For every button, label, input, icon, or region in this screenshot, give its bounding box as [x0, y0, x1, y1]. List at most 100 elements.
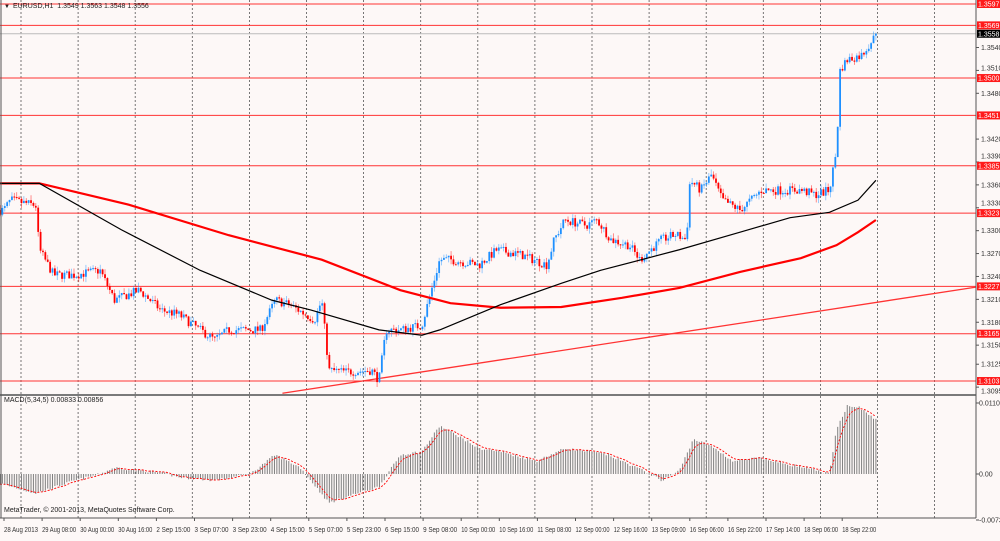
candle-body	[684, 237, 686, 240]
candle-body	[366, 371, 369, 373]
candle-body	[731, 201, 734, 205]
candle	[209, 332, 211, 343]
candle	[299, 309, 302, 313]
candle-body	[423, 316, 426, 327]
candle	[789, 183, 791, 200]
time-label: 16 Sep 06:00	[690, 527, 724, 534]
candle-body	[46, 259, 49, 262]
candle-body	[762, 193, 765, 195]
candle-body	[872, 35, 875, 44]
level-price-badge	[977, 329, 1000, 338]
candle-body	[125, 294, 128, 300]
candle-body	[326, 323, 328, 355]
time-axis[interactable]: 28 Aug 2013 29 Aug 08:00 30 Aug 00:00 30 Au…	[3, 518, 876, 534]
candle-body	[865, 51, 868, 55]
candle	[753, 193, 756, 198]
candle-body	[204, 329, 207, 338]
candle	[867, 44, 870, 53]
candle-body	[70, 273, 73, 279]
candle-body	[664, 234, 667, 241]
candle-body	[497, 247, 500, 251]
level-price-badge	[977, 111, 1000, 120]
candle-body	[201, 325, 204, 330]
candle	[34, 203, 37, 211]
candle	[230, 330, 233, 336]
candle	[497, 244, 500, 255]
candle	[655, 238, 658, 256]
candle-body	[483, 260, 486, 263]
candle-body	[440, 259, 443, 262]
candle	[719, 184, 722, 198]
candle-body	[734, 204, 736, 209]
level-price-badge	[977, 377, 1000, 386]
candle-body	[407, 327, 410, 333]
candle	[118, 290, 121, 303]
candle	[715, 173, 717, 187]
candle	[717, 181, 720, 192]
candle	[151, 295, 154, 304]
candle-body	[500, 247, 503, 249]
candle-body	[741, 209, 744, 212]
candle-body	[815, 191, 818, 199]
candle-body	[259, 325, 262, 331]
candle	[204, 326, 207, 339]
candle-body	[175, 309, 178, 314]
time-label: 10 Sep 16:00	[499, 527, 533, 534]
candle-body	[765, 188, 768, 194]
symbol-label: EURUSD,H1	[12, 3, 54, 10]
candle	[559, 223, 562, 239]
candle-body	[392, 328, 395, 330]
candle	[383, 336, 386, 360]
candle	[228, 327, 231, 336]
level-price-badge	[977, 209, 1000, 218]
candle-body	[700, 184, 703, 193]
candle-body	[244, 327, 247, 329]
time-label: 13 Sep 09:00	[652, 527, 686, 534]
candle	[817, 191, 820, 204]
candle-body	[228, 327, 231, 333]
candle-body	[574, 218, 577, 227]
candle	[314, 321, 316, 325]
candle-body	[397, 330, 400, 334]
candle-body	[409, 327, 412, 332]
candle-body	[531, 254, 534, 264]
candle	[586, 224, 589, 232]
triangle-down-icon[interactable]: ▼	[4, 4, 10, 10]
candle-body	[428, 296, 431, 305]
candle	[400, 327, 402, 332]
candle-body	[419, 328, 421, 330]
candle-body	[414, 323, 417, 325]
candle-body	[614, 239, 617, 244]
candle-body	[774, 192, 777, 195]
candle-body	[636, 251, 639, 258]
candle-body	[242, 327, 245, 329]
candle-body	[302, 310, 305, 315]
price-axis[interactable]: 1.3540 1.3510 1.3480 1.3420 1.3390 1.3360 1.33…	[976, 0, 1000, 525]
candle-body	[309, 319, 312, 322]
candle-body	[758, 191, 760, 195]
candle-body	[283, 302, 285, 307]
price-tick-label: 1.3240	[981, 274, 1000, 281]
candle-body	[605, 227, 608, 238]
candle	[111, 289, 114, 295]
candle-body	[299, 310, 302, 312]
candle	[30, 195, 32, 206]
candle	[147, 293, 149, 299]
candle	[225, 322, 228, 334]
candle	[49, 259, 52, 274]
candle-body	[235, 330, 238, 334]
candle-body	[411, 324, 414, 332]
candle	[767, 188, 770, 191]
candle-body	[49, 261, 52, 273]
candle-body	[760, 191, 763, 194]
ohlc-values: 1.3549 1.3563 1.3548 1.3556	[57, 3, 149, 10]
level-price-label: 1.3165	[978, 331, 1000, 338]
candle-body	[791, 186, 794, 188]
candle-body	[476, 263, 479, 266]
candle	[349, 368, 352, 377]
candle	[94, 266, 97, 273]
candle-body	[796, 191, 799, 194]
candle-body	[178, 311, 180, 314]
candle	[602, 226, 605, 233]
